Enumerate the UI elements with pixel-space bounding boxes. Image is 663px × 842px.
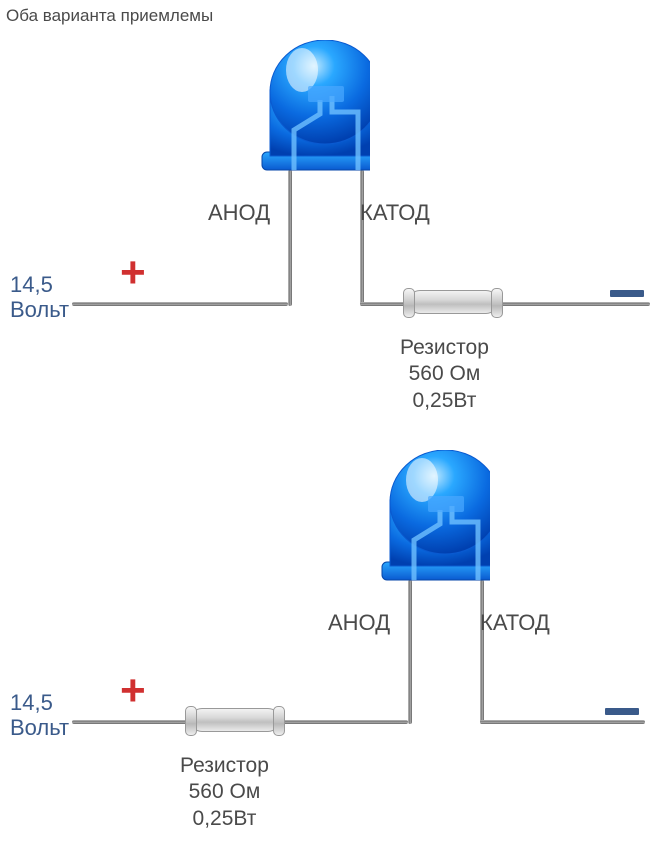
resistor-power: 0,25Вт [413, 389, 477, 412]
voltage-label-2: 14,5 Вольт [10, 690, 69, 741]
minus-terminal-1 [610, 290, 644, 297]
resistor-text-1: Резистор 560 Ом 0,25Вт [400, 335, 489, 414]
wire [288, 170, 292, 306]
voltage-unit: Вольт [10, 297, 69, 322]
wire [480, 580, 484, 724]
resistor-text-2: Резистор 560 Ом 0,25Вт [180, 753, 269, 832]
plus-terminal-2: + [120, 666, 146, 716]
anode-label-2: АНОД [328, 610, 390, 636]
led-1 [250, 40, 370, 190]
resistor-value: 560 Ом [409, 362, 481, 385]
resistor-1 [408, 290, 498, 314]
wire [360, 302, 408, 306]
resistor-2 [190, 708, 280, 732]
resistor-power: 0,25Вт [193, 807, 257, 830]
wire [480, 720, 645, 724]
voltage-value: 14,5 [10, 690, 53, 715]
voltage-value: 14,5 [10, 272, 53, 297]
wire [498, 302, 650, 306]
anode-label-1: АНОД [208, 200, 270, 226]
plus-terminal-1: + [120, 248, 146, 298]
wire [360, 170, 364, 306]
voltage-unit: Вольт [10, 715, 69, 740]
wire [72, 720, 190, 724]
minus-terminal-2 [605, 708, 639, 715]
led-2 [370, 450, 490, 600]
wire [72, 302, 288, 306]
wire [280, 720, 408, 724]
cathode-label-1: КАТОД [360, 200, 430, 226]
cathode-label-2: КАТОД [480, 610, 550, 636]
page-title: Оба варианта приемлемы [6, 6, 213, 26]
resistor-value: 560 Ом [189, 780, 261, 803]
voltage-label-1: 14,5 Вольт [10, 272, 69, 323]
wire [408, 580, 412, 724]
resistor-name: Резистор [400, 336, 489, 359]
resistor-name: Резистор [180, 754, 269, 777]
